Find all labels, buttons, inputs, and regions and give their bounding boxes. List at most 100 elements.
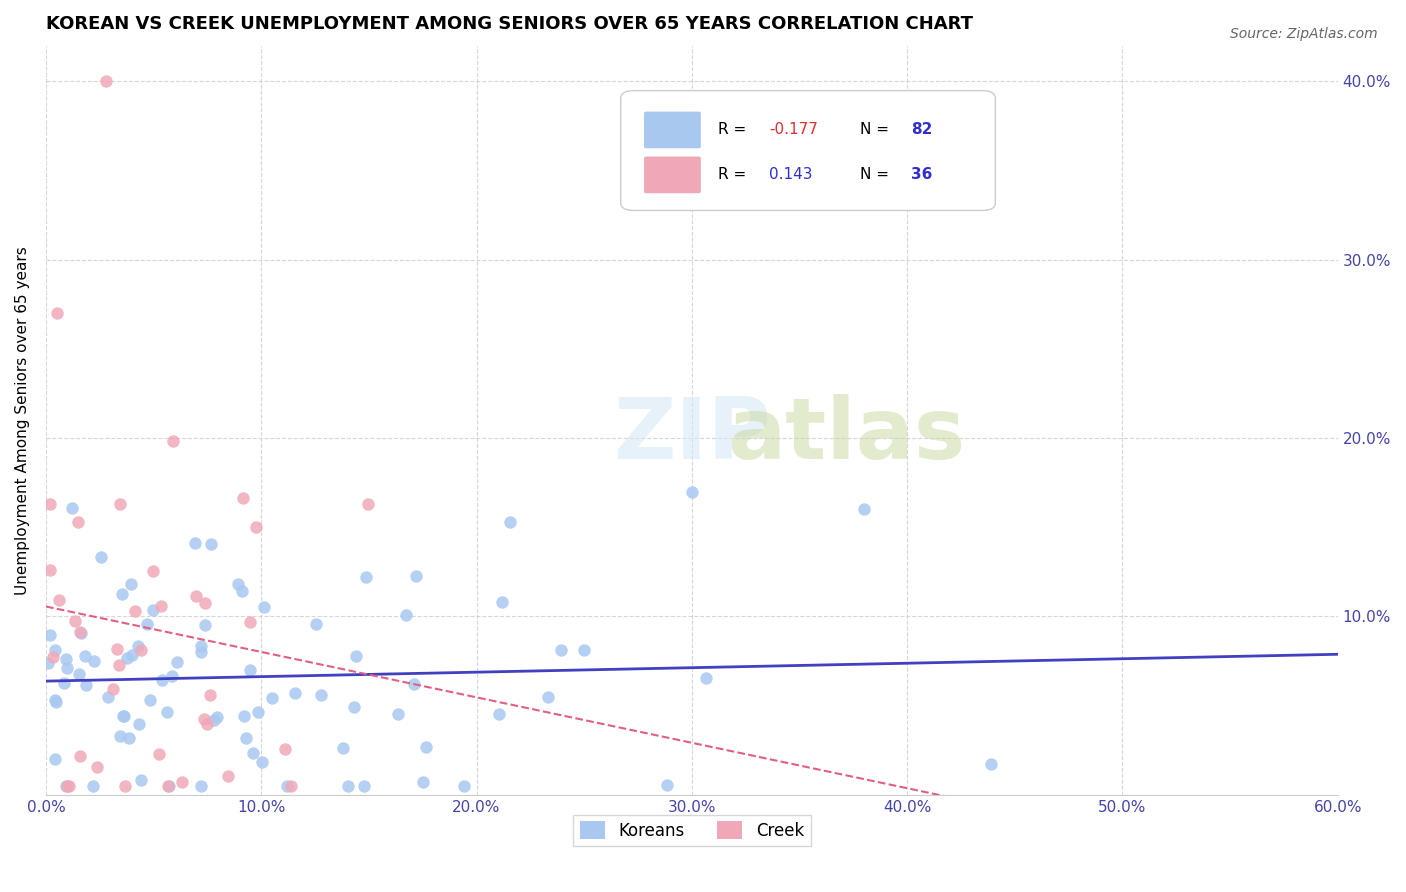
Point	[114, 709, 136, 723]
Point	[853, 502, 876, 516]
Point	[114, 779, 136, 793]
Point	[39, 497, 62, 511]
FancyBboxPatch shape	[644, 112, 700, 148]
Point	[226, 576, 249, 591]
Point	[453, 779, 475, 793]
Point	[250, 756, 273, 770]
Point	[90, 549, 112, 564]
Point	[44, 642, 66, 657]
Point	[405, 569, 427, 583]
Point	[66, 516, 89, 530]
Point	[110, 729, 132, 743]
Point	[37, 657, 59, 671]
Point	[395, 607, 418, 622]
Point	[82, 779, 104, 793]
Point	[44, 692, 66, 706]
FancyBboxPatch shape	[621, 91, 995, 211]
Point	[111, 708, 134, 723]
Point	[96, 74, 118, 88]
Point	[200, 688, 222, 702]
Point	[101, 681, 124, 696]
Text: ZIP: ZIP	[613, 393, 770, 476]
Point	[415, 740, 437, 755]
Point	[245, 520, 267, 534]
Point	[194, 618, 217, 632]
Point	[235, 731, 257, 745]
Point	[184, 590, 207, 604]
Text: atlas: atlas	[728, 393, 966, 476]
Point	[55, 651, 77, 665]
Point	[162, 434, 184, 448]
Point	[86, 759, 108, 773]
Point	[142, 564, 165, 578]
Point	[194, 596, 217, 610]
Point	[657, 778, 679, 792]
Point	[135, 617, 157, 632]
Point	[45, 694, 67, 708]
Point	[337, 779, 360, 793]
Point	[354, 570, 377, 584]
Point	[195, 716, 218, 731]
Point	[246, 706, 269, 720]
Point	[69, 625, 91, 640]
Point	[105, 641, 128, 656]
Point	[231, 584, 253, 599]
Point	[332, 741, 354, 756]
Point	[118, 731, 141, 746]
Point	[274, 741, 297, 756]
Point	[156, 705, 179, 719]
Point	[412, 774, 434, 789]
Point	[205, 710, 228, 724]
Point	[97, 690, 120, 705]
Point	[131, 642, 153, 657]
Point	[150, 673, 173, 687]
Point	[343, 700, 366, 714]
Point	[172, 775, 194, 789]
Point	[190, 645, 212, 659]
Point	[60, 501, 83, 516]
Point	[157, 779, 180, 793]
Point	[253, 599, 276, 614]
Point	[120, 576, 142, 591]
Point	[280, 779, 302, 793]
Point	[239, 663, 262, 677]
Point	[117, 651, 139, 665]
Point	[83, 654, 105, 668]
Point	[695, 671, 717, 685]
Point	[498, 515, 520, 529]
Point	[39, 628, 62, 642]
Point	[73, 648, 96, 663]
Point	[980, 756, 1002, 771]
Text: 36: 36	[911, 167, 932, 182]
Point	[262, 691, 284, 706]
Point	[139, 692, 162, 706]
Point	[190, 779, 212, 793]
Point	[193, 712, 215, 726]
Point	[142, 603, 165, 617]
Point	[190, 639, 212, 653]
Point	[48, 592, 70, 607]
Point	[166, 655, 188, 669]
Point	[108, 497, 131, 511]
Point	[148, 747, 170, 761]
Point	[45, 306, 67, 320]
Point	[124, 604, 146, 618]
Point	[537, 690, 560, 705]
Text: -0.177: -0.177	[769, 122, 818, 137]
Point	[232, 491, 254, 506]
Point	[488, 707, 510, 722]
Point	[311, 688, 333, 702]
Point	[65, 614, 87, 628]
Point	[129, 772, 152, 787]
Point	[242, 746, 264, 760]
Point	[67, 666, 90, 681]
Point	[387, 707, 409, 722]
Point	[357, 497, 380, 511]
Point	[56, 661, 79, 675]
Point	[55, 779, 77, 793]
Point	[284, 685, 307, 699]
Point	[108, 657, 131, 672]
Text: R =: R =	[717, 122, 751, 137]
Point	[202, 713, 225, 727]
Point	[276, 779, 298, 793]
